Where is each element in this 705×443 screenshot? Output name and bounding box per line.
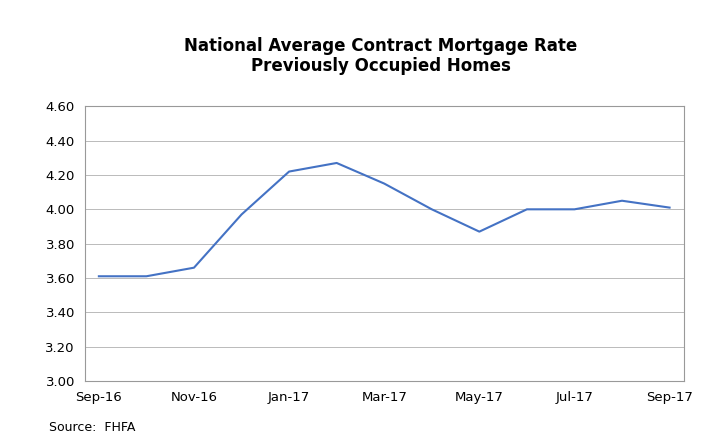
- Text: National Average Contract Mortgage Rate
Previously Occupied Homes: National Average Contract Mortgage Rate …: [184, 36, 577, 75]
- Text: Source:  FHFA: Source: FHFA: [49, 421, 136, 434]
